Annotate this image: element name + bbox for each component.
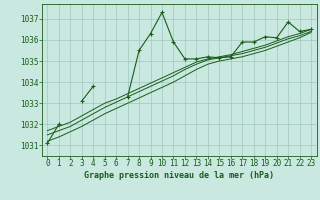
X-axis label: Graphe pression niveau de la mer (hPa): Graphe pression niveau de la mer (hPa) [84,171,274,180]
